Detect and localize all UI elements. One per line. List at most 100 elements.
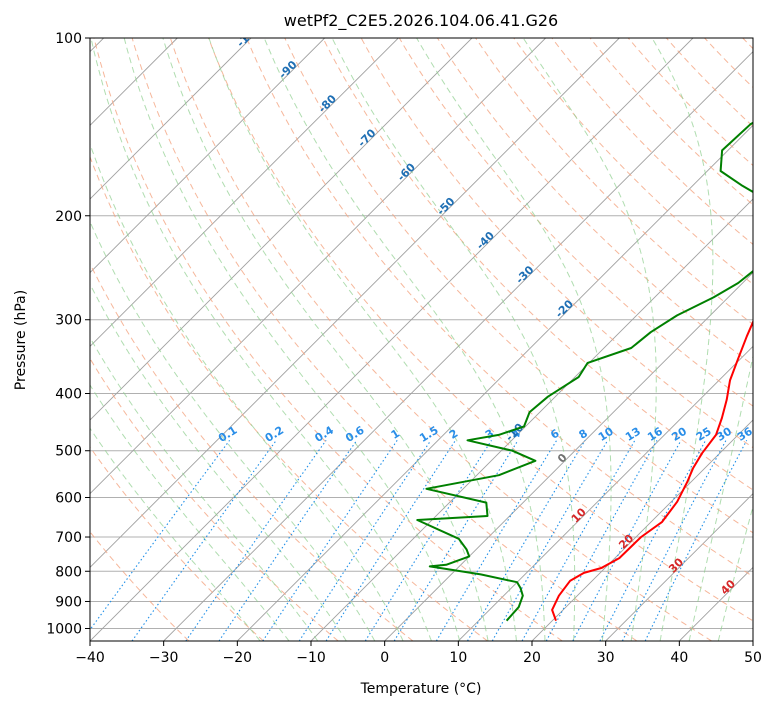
mixing-ratio-line xyxy=(131,439,277,641)
isotherm xyxy=(310,198,753,641)
plot-area: 0.1 0.2 0.4 0.6 1 1.5 2 3 4 6 8 10 13 16 20 25 30 36-100-… xyxy=(90,38,755,641)
x-tick-label: −10 xyxy=(296,650,326,666)
dry-adiabat xyxy=(131,38,638,641)
x-tick-label: 40 xyxy=(670,650,688,666)
y-tick-label: 800 xyxy=(55,564,82,580)
moist-adiabat xyxy=(90,336,319,641)
dry-adiabat xyxy=(475,38,753,326)
isotherm xyxy=(90,38,399,347)
isotherm-label: -20 xyxy=(553,297,576,320)
x-tick-label: 0 xyxy=(380,650,389,666)
moist-adiabat xyxy=(688,353,753,641)
axis-ticks: −40 −30 −20 −10 0 10 20 30 40 5010020030040050060… xyxy=(46,31,762,666)
isotherm xyxy=(679,566,753,641)
mixing-ratio-line xyxy=(491,440,609,641)
mixing-ratio-label: 10 xyxy=(596,425,616,444)
y-axis-label: Pressure (hPa) xyxy=(13,290,29,390)
mixing-ratio-label: 0.4 xyxy=(313,423,337,445)
moist-adiabat xyxy=(123,38,461,641)
moist-adiabat xyxy=(331,38,576,641)
isotherm-label: 40 xyxy=(718,577,738,597)
moist-adiabat xyxy=(90,282,347,641)
x-tick-label: −20 xyxy=(223,650,253,666)
dry-adiabat xyxy=(360,38,753,449)
dry-adiabat xyxy=(398,38,753,407)
isotherm-label: -50 xyxy=(434,195,457,218)
isotherm-label: -40 xyxy=(474,229,497,252)
moist-adiabat xyxy=(90,142,404,641)
isotherm xyxy=(90,38,620,568)
y-tick-label: 400 xyxy=(55,387,82,403)
isotherm xyxy=(458,345,753,641)
dry-adiabat xyxy=(90,357,339,641)
mixing-ratio-label: 1 xyxy=(389,427,402,442)
isotherm xyxy=(163,51,753,641)
dry-adiabat xyxy=(513,38,753,285)
moist-adiabat xyxy=(90,220,376,641)
mixing-ratio-line xyxy=(262,439,398,641)
mixing-ratio-line xyxy=(644,440,748,641)
mixing-ratio-line xyxy=(298,439,432,641)
dry-adiabat xyxy=(704,38,753,89)
mixing-ratio-label: 36 xyxy=(735,425,755,444)
dry-adiabat xyxy=(90,446,264,641)
mixing-ratio-line xyxy=(393,440,519,641)
dry-adiabat xyxy=(90,155,488,641)
mixing-ratio-line xyxy=(90,439,231,631)
y-tick-label: 700 xyxy=(55,530,82,546)
isotherm xyxy=(90,38,473,421)
mixing-ratio-line xyxy=(325,439,456,641)
x-tick-label: 30 xyxy=(597,650,615,666)
mixing-ratio-label: 0.1 xyxy=(216,424,239,445)
dry-adiabat xyxy=(169,38,712,641)
dry-adiabat xyxy=(589,38,753,206)
moist-adiabat xyxy=(90,384,290,641)
dry-adiabat xyxy=(742,38,753,50)
isotherm xyxy=(90,38,325,274)
mixing-ratio-label: 8 xyxy=(577,427,590,442)
profile-line xyxy=(551,319,753,622)
mixing-ratio-label: 0.2 xyxy=(263,424,286,445)
moist-adiabat xyxy=(522,38,657,641)
chart-title: wetPf2_C2E5.2026.104.06.41.G26 xyxy=(284,11,558,31)
moist-adiabat xyxy=(162,38,489,641)
mixing-ratio-line xyxy=(545,440,658,641)
plot-frame xyxy=(89,37,754,642)
dry-adiabat xyxy=(666,38,753,128)
isotherm xyxy=(531,419,753,641)
moist-adiabat xyxy=(651,38,714,641)
isotherm xyxy=(384,272,753,641)
x-tick-label: −30 xyxy=(149,650,179,666)
y-tick-label: 200 xyxy=(55,209,82,225)
moist-adiabat xyxy=(416,38,612,641)
x-tick-label: 50 xyxy=(744,650,762,666)
mixing-ratio-line xyxy=(185,439,327,641)
mixing-ratio-line xyxy=(364,440,492,641)
x-tick-label: 20 xyxy=(523,650,541,666)
isotherm-label: -80 xyxy=(316,92,339,115)
dry-adiabat xyxy=(284,38,753,534)
moist-adiabat xyxy=(90,38,432,641)
mixing-ratio-line xyxy=(435,440,558,641)
profile-line xyxy=(416,121,753,622)
dry-adiabat xyxy=(551,38,753,245)
isotherm-label: -30 xyxy=(513,263,536,286)
mixing-ratio-line xyxy=(467,440,586,641)
isotherm xyxy=(752,640,753,641)
moist-adiabat xyxy=(263,38,546,641)
mixing-ratio-label: 2 xyxy=(447,427,460,442)
isotherm-label: -90 xyxy=(276,58,299,81)
moist-adiabat xyxy=(90,427,261,641)
isotherm-label: 30 xyxy=(666,555,686,575)
mixing-ratio-label: 3 xyxy=(483,427,496,442)
y-tick-label: 600 xyxy=(55,490,82,506)
isotherm xyxy=(237,124,753,641)
isotherm xyxy=(90,38,252,200)
isotherm-label: -60 xyxy=(395,160,418,183)
y-tick-label: 300 xyxy=(55,313,82,329)
mixing-ratio-line xyxy=(521,440,636,641)
x-axis-label: Temperature (°C) xyxy=(360,681,482,697)
dry-adiabat xyxy=(436,38,753,366)
moist-adiabat xyxy=(208,38,517,641)
